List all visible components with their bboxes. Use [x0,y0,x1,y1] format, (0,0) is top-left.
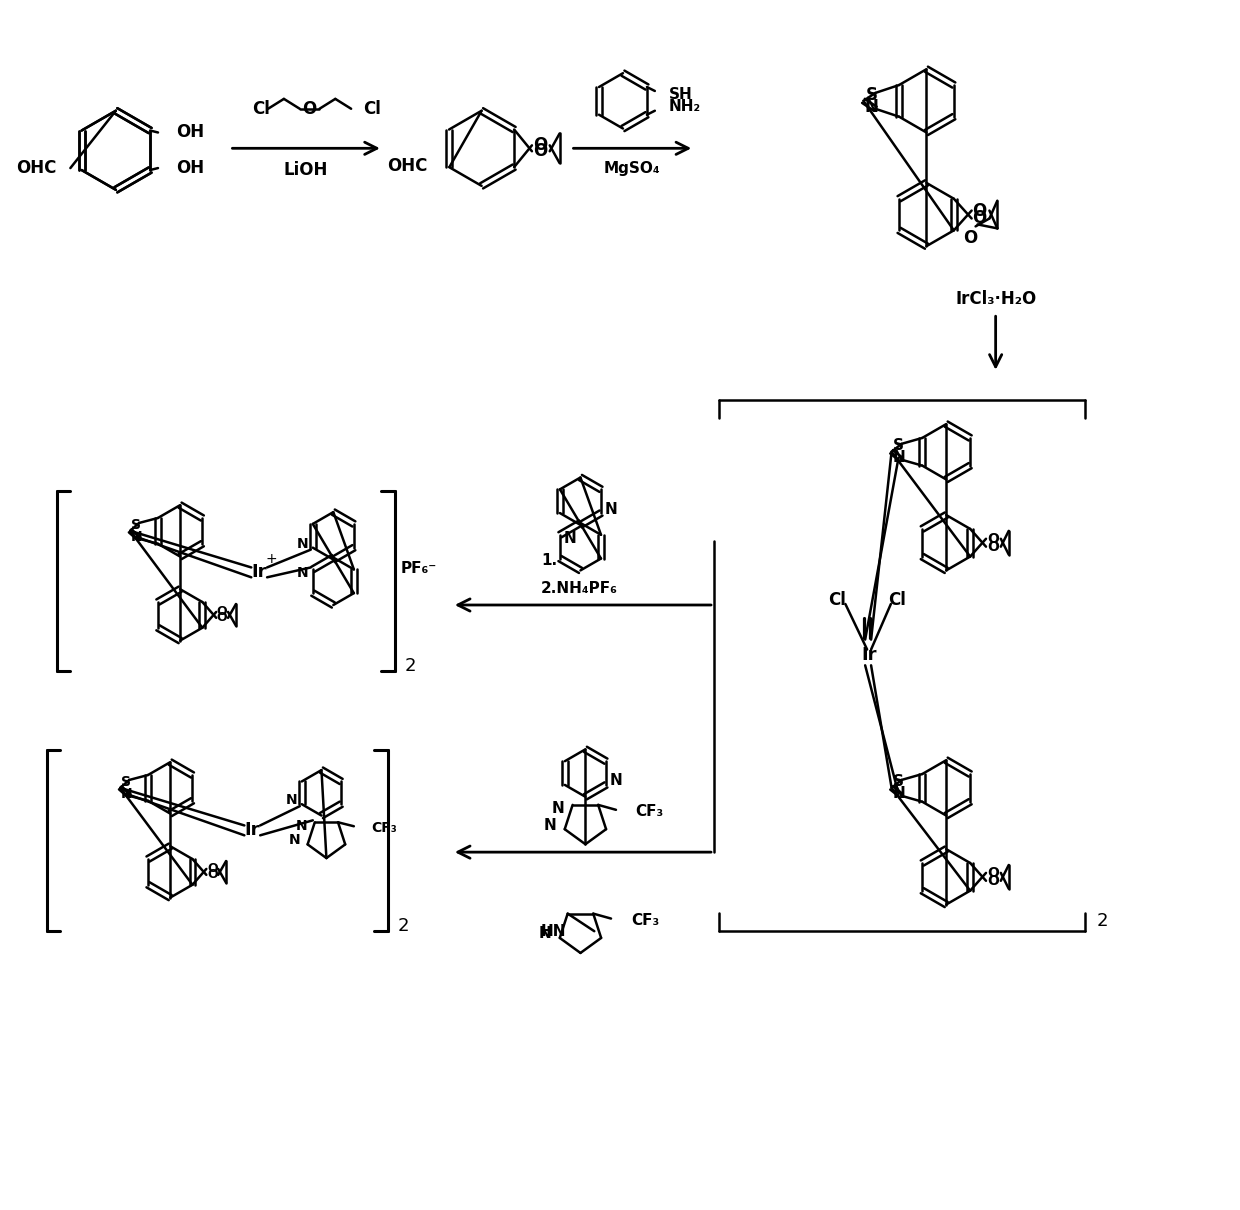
Text: NH₂: NH₂ [668,99,701,114]
Text: N: N [605,502,618,517]
Text: O: O [963,229,978,247]
Text: N: N [864,98,878,116]
Text: N: N [298,566,309,581]
Text: O: O [207,863,217,876]
Text: N: N [286,794,298,807]
Text: N: N [552,801,564,817]
Text: OH: OH [176,123,203,142]
Text: Ir: Ir [862,646,877,664]
Text: Cl: Cl [828,590,847,609]
Text: CF₃: CF₃ [631,914,658,928]
Text: N: N [892,450,905,465]
Text: S: S [893,774,904,789]
Text: LiOH: LiOH [284,161,327,179]
Text: N: N [120,786,131,801]
Text: HN: HN [541,923,567,939]
Text: O: O [303,99,316,117]
Text: S: S [131,518,141,532]
Text: +: + [265,552,277,565]
Text: OH: OH [176,159,203,177]
Text: S: S [122,774,131,789]
Text: Cl: Cl [252,99,270,117]
Text: SH: SH [668,87,692,103]
Text: N: N [289,834,300,847]
Text: 2: 2 [1096,912,1109,930]
Text: O: O [987,874,999,888]
Text: O: O [533,143,547,160]
Text: O: O [987,540,999,554]
Text: Ir: Ir [252,564,267,581]
Text: N: N [296,819,308,834]
Text: O: O [217,605,227,618]
Text: 2: 2 [404,657,415,675]
Text: N: N [544,818,557,832]
Text: O: O [972,202,987,219]
Text: OHC: OHC [387,157,428,175]
Text: S: S [893,438,904,454]
Text: Ir: Ir [244,822,260,840]
Text: MgSO₄: MgSO₄ [604,161,660,175]
Text: N: N [130,530,141,543]
Text: 2: 2 [398,917,409,935]
Text: CF₃: CF₃ [372,822,397,835]
Text: O: O [987,531,999,546]
Text: N: N [610,773,622,789]
Text: O: O [972,209,987,227]
Text: CF₃: CF₃ [636,805,663,819]
Text: N: N [892,786,905,801]
Text: N: N [564,531,577,546]
Text: O: O [987,866,999,880]
Text: S: S [866,86,878,104]
Text: OHC: OHC [16,159,57,177]
Text: 2.NH₄PF₆: 2.NH₄PF₆ [541,581,618,595]
Text: N: N [539,927,552,941]
Text: IrCl₃·H₂O: IrCl₃·H₂O [955,289,1037,307]
Text: O: O [533,137,547,155]
Text: PF₆⁻: PF₆⁻ [401,561,436,576]
Text: 1.: 1. [541,553,557,567]
Text: N: N [298,537,309,551]
Text: O: O [217,611,227,624]
Text: Cl: Cl [363,99,381,117]
Text: O: O [207,869,217,881]
Text: Cl: Cl [888,590,905,609]
